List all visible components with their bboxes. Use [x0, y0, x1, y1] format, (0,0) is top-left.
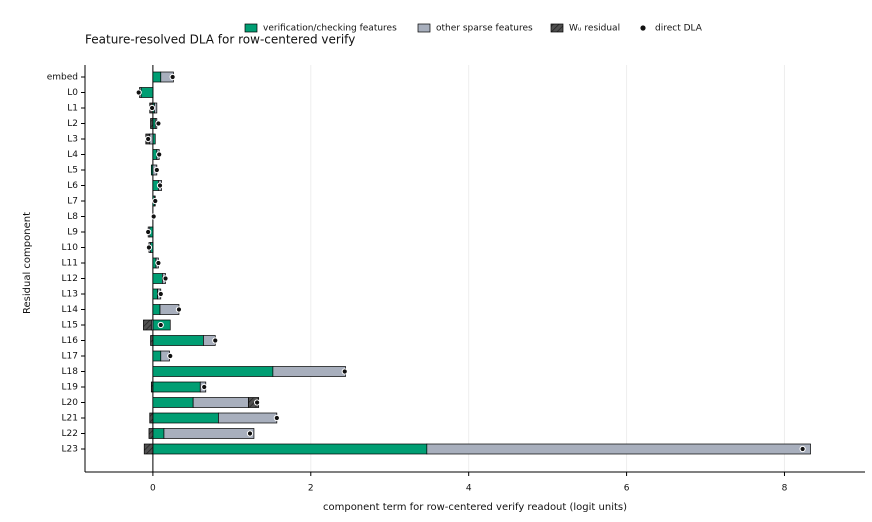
- x-axis-label: component term for row-centered verify r…: [323, 502, 627, 513]
- dla-dot: [155, 120, 162, 127]
- bar-segment: [150, 335, 154, 346]
- dla-dot: [156, 151, 163, 158]
- y-tick-label: L1: [67, 104, 78, 114]
- dla-dot: [145, 228, 152, 236]
- legend-label: direct DLA: [655, 24, 703, 34]
- bar-segment: [143, 319, 152, 331]
- x-tick-label: 8: [782, 484, 788, 494]
- y-tick-label: L20: [62, 398, 79, 408]
- bar-segment: [152, 381, 201, 393]
- dla-dot: [341, 368, 348, 375]
- y-tick-label: L11: [62, 259, 78, 269]
- bar-segment: [426, 443, 811, 455]
- dla-dot: [150, 213, 157, 220]
- y-tick-label: L22: [62, 429, 78, 439]
- y-tick-label: L3: [67, 135, 78, 145]
- y-tick-label: L23: [62, 445, 78, 455]
- y-tick-label: L10: [62, 243, 79, 253]
- dla-dot: [175, 306, 183, 313]
- legend-label: other sparse features: [436, 24, 533, 34]
- dla-dot: [156, 182, 164, 189]
- y-tick-label: L12: [62, 274, 78, 284]
- y-tick-label: L2: [67, 119, 78, 129]
- bar-segment: [152, 366, 274, 377]
- bar-segment: [218, 412, 278, 424]
- dla-dot: [155, 259, 162, 267]
- legend-swatch: [550, 23, 564, 33]
- x-tick-label: 2: [308, 484, 314, 494]
- y-tick-label: L9: [67, 228, 78, 238]
- legend-swatch: [244, 23, 258, 33]
- y-tick-label: L18: [62, 367, 79, 377]
- chart-title: Feature-resolved DLA for row-centered ve…: [85, 33, 355, 47]
- bar-segment: [152, 397, 194, 408]
- legend-label: Wᵤ residual: [569, 24, 620, 34]
- bar-segment: [152, 273, 163, 284]
- dla-dot: [212, 337, 219, 344]
- dla-dot: [169, 73, 176, 81]
- dla-dot: [145, 135, 152, 143]
- bar-segment: [163, 428, 255, 439]
- x-tick-label: 0: [150, 484, 156, 494]
- y-tick-label: L14: [62, 305, 79, 315]
- bar-segment: [152, 335, 204, 346]
- dla-dot: [162, 275, 169, 282]
- y-tick-label: L13: [62, 290, 78, 300]
- dla-dot: [153, 166, 160, 174]
- y-tick-label: L16: [62, 336, 79, 346]
- bar-segment: [148, 428, 154, 439]
- dla-dot: [145, 244, 153, 251]
- bar-segment: [192, 397, 249, 408]
- dla-dot: [799, 445, 806, 453]
- y-tick-label: L5: [67, 166, 78, 176]
- bar-segment: [272, 366, 346, 377]
- bar-segment: [152, 133, 156, 145]
- bar-segment: [152, 443, 428, 455]
- dla-dot: [254, 399, 261, 406]
- legend-label: verification/checking features: [263, 24, 397, 34]
- dla-dot: [246, 430, 254, 437]
- bar-segment: [152, 428, 165, 439]
- dla-dot: [152, 197, 159, 205]
- bar-segment: [150, 118, 154, 129]
- bar-segment: [152, 288, 158, 300]
- bar-segment: [143, 443, 154, 455]
- bar-segment: [140, 87, 154, 98]
- y-axis-label: Residual component: [22, 212, 33, 314]
- legend-swatch: [417, 23, 431, 33]
- x-tick-label: 6: [624, 484, 630, 494]
- y-tick-label: L0: [67, 88, 78, 98]
- y-tick-label: L17: [62, 352, 78, 362]
- y-tick-label: L4: [67, 150, 78, 160]
- dla-dot: [167, 352, 174, 360]
- bar-segment: [149, 412, 154, 424]
- y-tick-label: L8: [67, 212, 78, 222]
- dla-dot: [157, 290, 164, 298]
- x-tick-label: 4: [466, 484, 472, 494]
- bar-segment: [152, 412, 219, 424]
- bar-segment: [150, 381, 154, 393]
- dla-dot: [135, 89, 142, 96]
- dla-dot: [157, 321, 164, 329]
- dla-dot: [201, 383, 208, 391]
- dla-dot: [273, 414, 280, 422]
- y-tick-label: L7: [67, 197, 78, 207]
- y-tick-label: L19: [62, 383, 79, 393]
- dla-dot: [149, 104, 156, 112]
- y-tick-label: L6: [67, 181, 78, 191]
- bar-segment: [152, 71, 162, 83]
- y-tick-label: L15: [62, 321, 78, 331]
- legend-swatch: [640, 25, 646, 31]
- y-tick-label: embed: [47, 73, 78, 83]
- y-tick-label: L21: [62, 414, 78, 424]
- bar-segment: [152, 118, 156, 129]
- bar-segment: [152, 304, 161, 315]
- bar-segment: [152, 350, 162, 362]
